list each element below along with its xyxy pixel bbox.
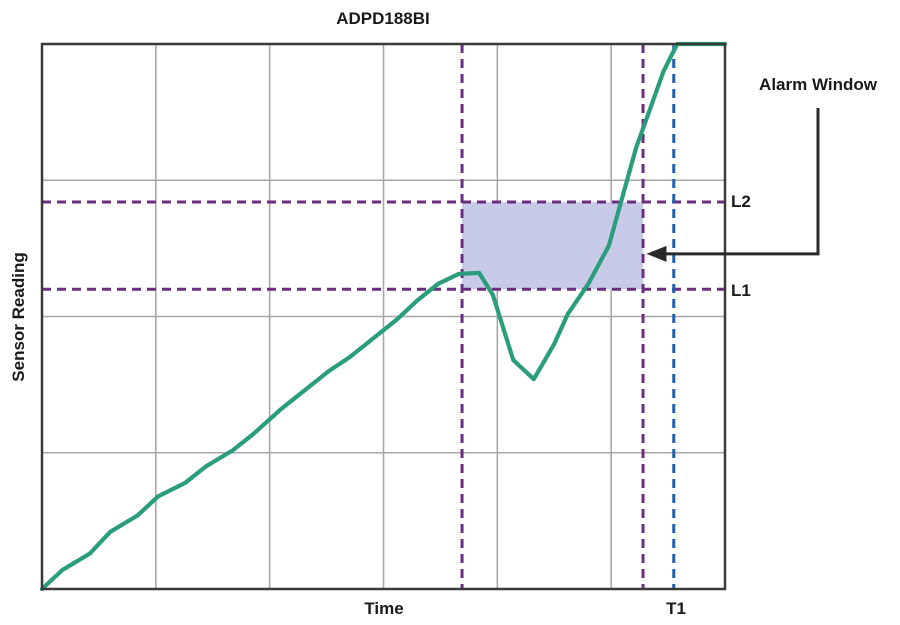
alarm-window-arrow (664, 108, 820, 256)
threshold-label-l2: L2 (731, 192, 751, 211)
threshold-label-l1: L1 (731, 281, 751, 300)
threshold-lines (42, 200, 725, 291)
x-axis-label: Time (364, 599, 403, 618)
sensor-reading-line (39, 41, 728, 592)
alarm-window-region (462, 202, 644, 290)
marker-label-t1: T1 (666, 599, 686, 618)
chart-title: ADPD188BI (336, 9, 430, 28)
plot-frame (40, 42, 727, 591)
y-axis-label: Sensor Reading (9, 252, 28, 381)
arrowhead-icon (646, 245, 667, 262)
grid (42, 44, 725, 589)
annotation-alarm-window: Alarm Window (759, 75, 878, 94)
vertical-markers (460, 44, 676, 589)
